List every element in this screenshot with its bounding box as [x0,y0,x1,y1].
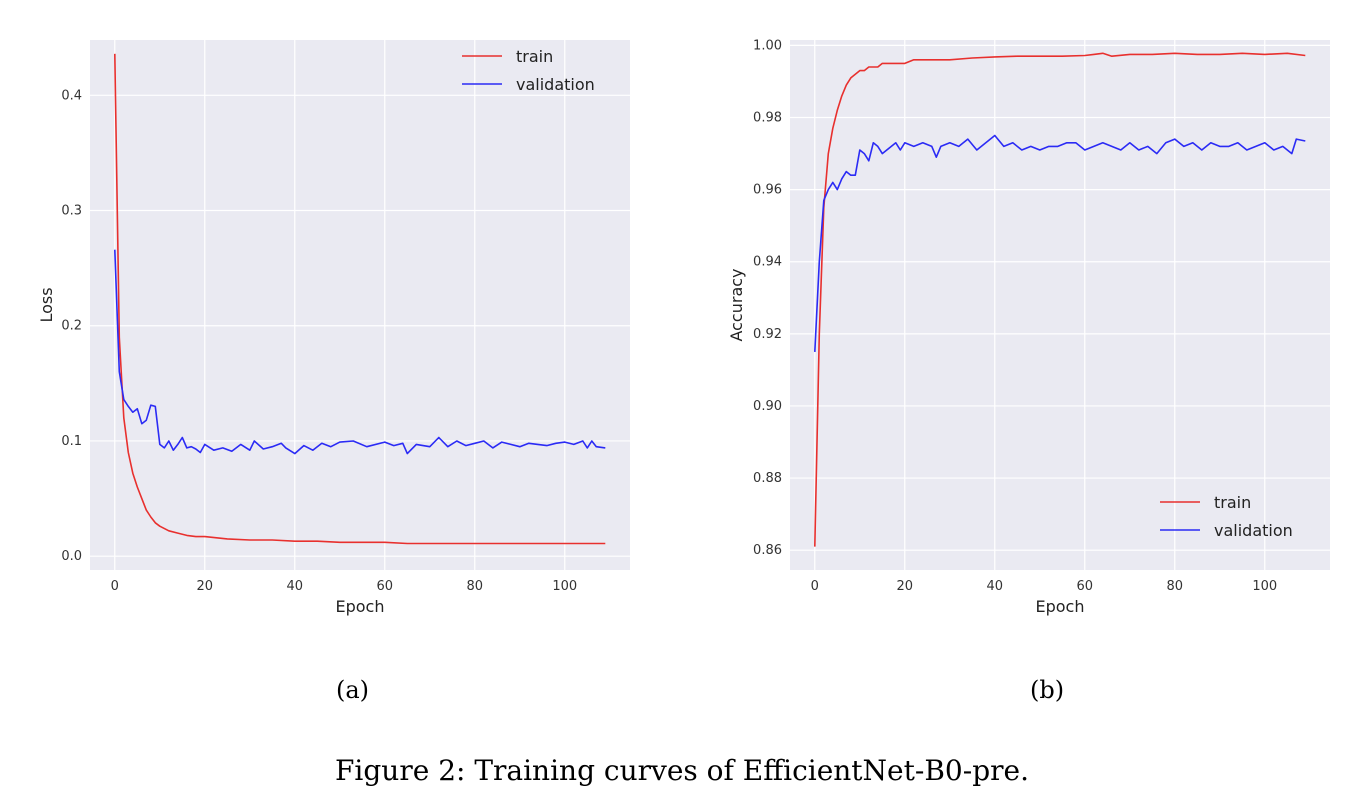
accuracy-chart: 0.86 0.88 0.90 0.92 0.94 0.96 0.98 1.00 0 20 40 60 8… [727,38,1330,616]
plot-background [790,40,1330,570]
subfigure-label-a: (a) [336,676,370,704]
x-tick-label: 80 [466,579,483,594]
x-axis-label: Epoch [1036,597,1085,616]
y-tick-label: 0.3 [61,204,82,219]
y-tick-label: 0.98 [753,111,782,126]
series-line-validation [114,249,606,455]
y-tick-label: 0.86 [753,543,782,558]
y-tick-label: 0.88 [753,471,782,486]
legend-label-validation: validation [1214,521,1293,540]
x-tick-label: 100 [552,579,577,594]
series-line-validation [814,134,1306,352]
y-axis-label: Accuracy [727,268,746,341]
series-line-train [114,53,606,545]
y-tick-label: 0.1 [61,434,82,449]
y-tick-label: 0.2 [61,319,82,334]
y-tick-label: 0.4 [61,88,82,103]
figure-caption: Figure 2: Training curves of EfficientNe… [335,754,1029,787]
legend-label-train: train [1214,493,1251,512]
series-line-train [814,52,1306,547]
y-tick-label: 0.94 [753,255,782,270]
x-tick-label: 60 [1076,579,1093,594]
y-tick-label: 1.00 [753,38,782,53]
x-tick-label: 100 [1252,579,1277,594]
x-tick-label: 20 [196,579,213,594]
x-tick-label: 60 [376,579,393,594]
y-tick-label: 0.0 [61,549,82,564]
y-axis-label: Loss [37,287,56,322]
loss-chart: 0.0 0.1 0.2 0.3 0.4 0 20 40 60 80 100 train validati… [37,40,630,616]
x-tick-label: 0 [811,579,819,594]
subfigure-label-b: (b) [1030,676,1065,704]
x-axis-label: Epoch [336,597,385,616]
legend-label-train: train [516,47,553,66]
x-tick-label: 20 [896,579,913,594]
y-tick-label: 0.92 [753,327,782,342]
plot-background [90,40,630,570]
y-tick-label: 0.90 [753,399,782,414]
x-tick-label: 0 [111,579,119,594]
x-tick-label: 40 [286,579,303,594]
x-tick-label: 40 [986,579,1003,594]
legend-label-validation: validation [516,75,595,94]
y-tick-label: 0.96 [753,183,782,198]
x-tick-label: 80 [1166,579,1183,594]
